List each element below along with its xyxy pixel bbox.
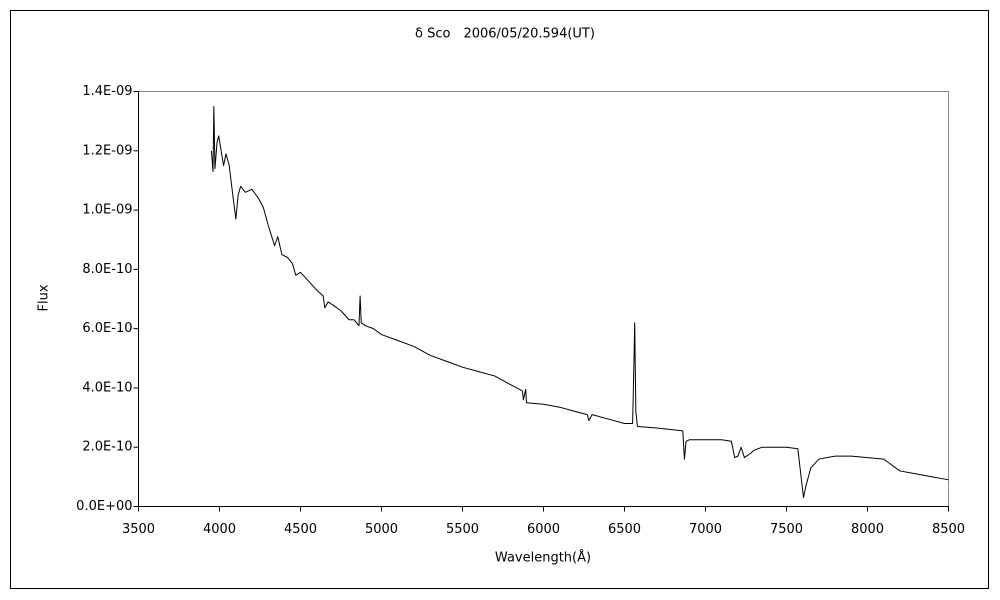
- spectrum-line: [210, 105, 949, 499]
- y-tick-label: 1.2E-09: [82, 143, 132, 158]
- y-tick-label: 6.0E-10: [82, 321, 132, 336]
- chart-title: δ Sco 2006/05/20.594(UT): [415, 27, 595, 42]
- x-tick-label: 4500: [284, 522, 317, 537]
- y-tick-label: 0.0E+00: [76, 499, 132, 514]
- x-tick-label: 8500: [932, 522, 965, 537]
- y-tick-label: 8.0E-10: [82, 262, 132, 277]
- x-tick-label: 5500: [446, 522, 479, 537]
- x-tick-label: 8000: [851, 522, 884, 537]
- x-tick-label: 4000: [203, 522, 236, 537]
- y-tick-label: 4.0E-10: [82, 380, 132, 395]
- y-axis-label: Flux: [37, 284, 52, 311]
- x-tick-label: 7500: [770, 522, 803, 537]
- x-tick-label: 6500: [608, 522, 641, 537]
- y-tick-label: 1.4E-09: [82, 84, 132, 99]
- x-tick-label: 3500: [122, 522, 155, 537]
- x-tick-label: 6000: [527, 522, 560, 537]
- y-tick-label: 2.0E-10: [82, 440, 132, 455]
- x-tick-label: 7000: [689, 522, 722, 537]
- y-tick-label: 1.0E-09: [82, 203, 132, 218]
- x-axis-label: Wavelength(Å): [495, 550, 591, 566]
- x-tick-label: 5000: [365, 522, 398, 537]
- chart-border: [10, 10, 989, 589]
